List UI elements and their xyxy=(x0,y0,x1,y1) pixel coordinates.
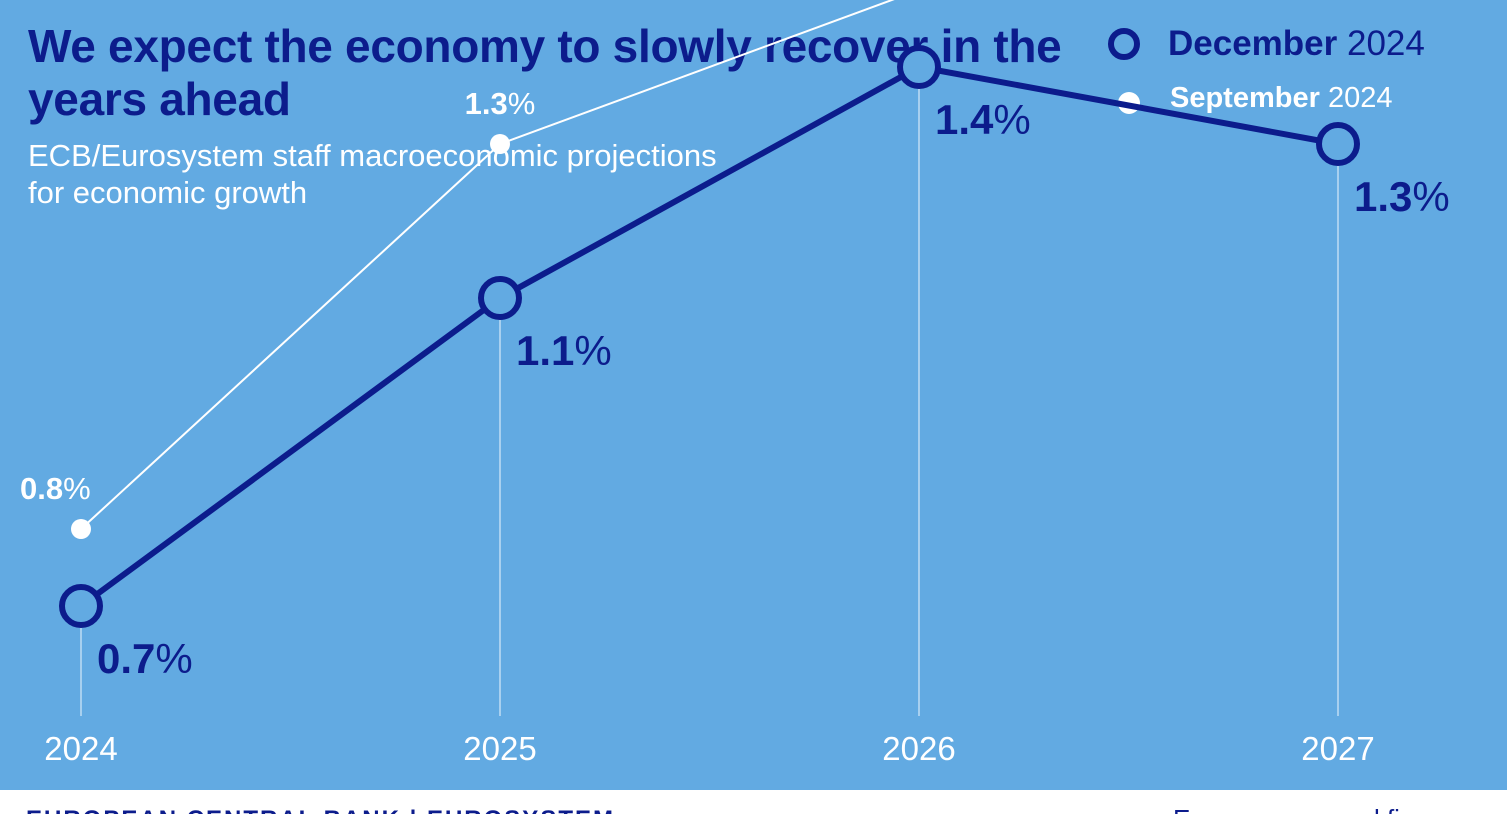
data-label-september-2024: 0.8% xyxy=(20,471,91,506)
legend-year: 2024 xyxy=(1327,82,1393,114)
legend-month: September xyxy=(1170,82,1320,114)
point-december-2025 xyxy=(478,276,522,320)
data-label-december-2027: 1.3% xyxy=(1354,173,1450,220)
footer: EUROPEAN CENTRAL BANK | EUROSYSTEM Euro … xyxy=(0,790,1507,814)
data-label-december-2025: 1.1% xyxy=(516,327,612,374)
chart-subtitle: ECB/Eurosystem staff macroeconomic proje… xyxy=(28,137,828,211)
ring-marker-icon xyxy=(1108,28,1140,60)
x-tick-label-2024: 2024 xyxy=(44,730,117,767)
point-december-2024 xyxy=(59,584,103,628)
footer-brand: EUROPEAN CENTRAL BANK | EUROSYSTEM xyxy=(26,806,615,814)
series-september: 0.8%1.3%1.5% xyxy=(20,0,895,539)
x-tick-label-2026: 2026 xyxy=(882,730,955,767)
legend-label-december: December 2024 xyxy=(1168,24,1425,64)
chart-title: We expect the economy to slowly recover … xyxy=(28,20,1062,125)
data-label-december-2024: 0.7% xyxy=(97,635,193,682)
legend-year: 2024 xyxy=(1347,24,1425,63)
subtitle-line-1: ECB/Eurosystem staff macroeconomic proje… xyxy=(28,138,717,173)
x-tick-label-2025: 2025 xyxy=(463,730,536,767)
data-label-september-2025: 1.3% xyxy=(465,86,536,121)
legend-item-december: December 2024 xyxy=(1108,24,1425,64)
point-december-2027 xyxy=(1316,122,1360,166)
point-december-2026 xyxy=(897,45,941,89)
line-chart: 0.8%1.3%1.5% 0.7%1.1%1.4%1.3% 2024202520… xyxy=(20,0,1450,767)
point-september-2025 xyxy=(490,134,510,154)
x-tick-label-2027: 2027 xyxy=(1301,730,1374,767)
gridlines xyxy=(80,67,1339,716)
point-september-2024 xyxy=(71,519,91,539)
series-line-december xyxy=(79,64,1339,609)
legend-month: December xyxy=(1168,24,1338,63)
x-axis: 2024 2025 2026 2027 xyxy=(44,730,1374,767)
data-label-december-2026: 1.4% xyxy=(935,96,1031,143)
legend-item-september: September 2024 xyxy=(1118,82,1392,115)
series-december: 0.7% 1.1% 1.4% 1.3% xyxy=(59,45,1450,682)
footer-note: Euro area, annual figures xyxy=(1173,804,1465,814)
legend-label-september: September 2024 xyxy=(1170,82,1392,115)
subtitle-line-2: for economic growth xyxy=(28,175,308,210)
